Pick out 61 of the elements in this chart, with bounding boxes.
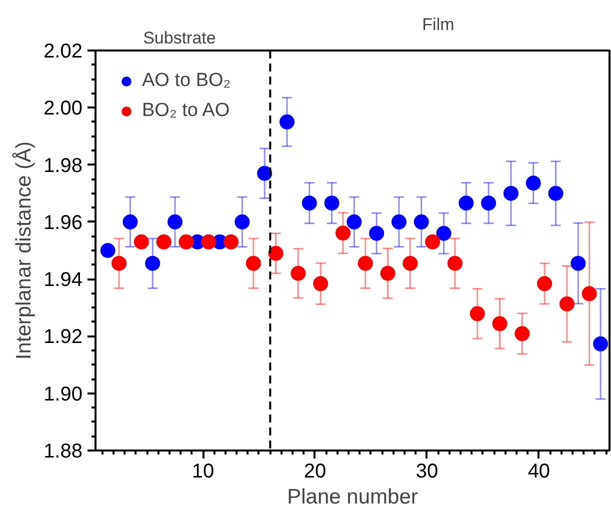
point (436, 226, 452, 241)
point (279, 114, 294, 130)
point (290, 266, 306, 281)
point (246, 256, 261, 271)
point (234, 214, 250, 230)
point (570, 256, 586, 271)
point (358, 256, 373, 271)
point (402, 256, 418, 271)
y-tick-label: 1.94 (44, 269, 83, 292)
point (425, 234, 440, 250)
point (224, 234, 238, 250)
point (168, 214, 183, 230)
y-tick-label: 1.98 (44, 154, 83, 177)
point (324, 196, 340, 211)
point (335, 226, 350, 241)
point (582, 286, 597, 302)
point (100, 243, 116, 258)
y-tick-label: 2.00 (44, 98, 83, 120)
point (268, 246, 284, 261)
text: Substrate (143, 28, 216, 48)
y-axis-title: Interplanar distance (Å) (12, 141, 36, 360)
x-tick-label: 20 (304, 460, 326, 482)
y-tick-label: 1.90 (44, 383, 83, 406)
point (134, 234, 149, 250)
y-tick-label: 1.92 (44, 326, 83, 348)
point (145, 256, 160, 271)
point (122, 214, 138, 230)
point (593, 336, 608, 352)
point (548, 186, 564, 201)
point (302, 196, 317, 211)
point (470, 306, 485, 322)
point (156, 234, 172, 250)
y-tick-label: 1.88 (44, 440, 83, 462)
legend-label: AO to BO₂ (142, 70, 231, 92)
legend-label: BO₂ to AO (142, 100, 230, 122)
point (492, 316, 508, 332)
point (503, 186, 518, 201)
x-axis-title: Plane number (287, 486, 418, 508)
point (112, 256, 127, 271)
x-tick-label: 10 (192, 460, 214, 482)
point (526, 176, 541, 191)
point (481, 196, 496, 211)
point (313, 276, 328, 292)
x-tick-label: 30 (416, 460, 438, 482)
y-tick-label: 1.96 (44, 212, 83, 234)
point (458, 196, 474, 211)
point (559, 296, 574, 312)
point (178, 234, 194, 250)
point (369, 226, 384, 241)
point (201, 234, 216, 250)
point (391, 214, 406, 230)
text: Film (422, 15, 454, 34)
x-tick-label: 40 (528, 460, 550, 482)
point (257, 166, 272, 181)
point (514, 326, 530, 342)
point (380, 266, 396, 281)
y-tick-label: 2.02 (44, 40, 83, 62)
point (414, 214, 429, 230)
point (447, 256, 462, 271)
point (537, 276, 552, 292)
point (346, 214, 362, 230)
